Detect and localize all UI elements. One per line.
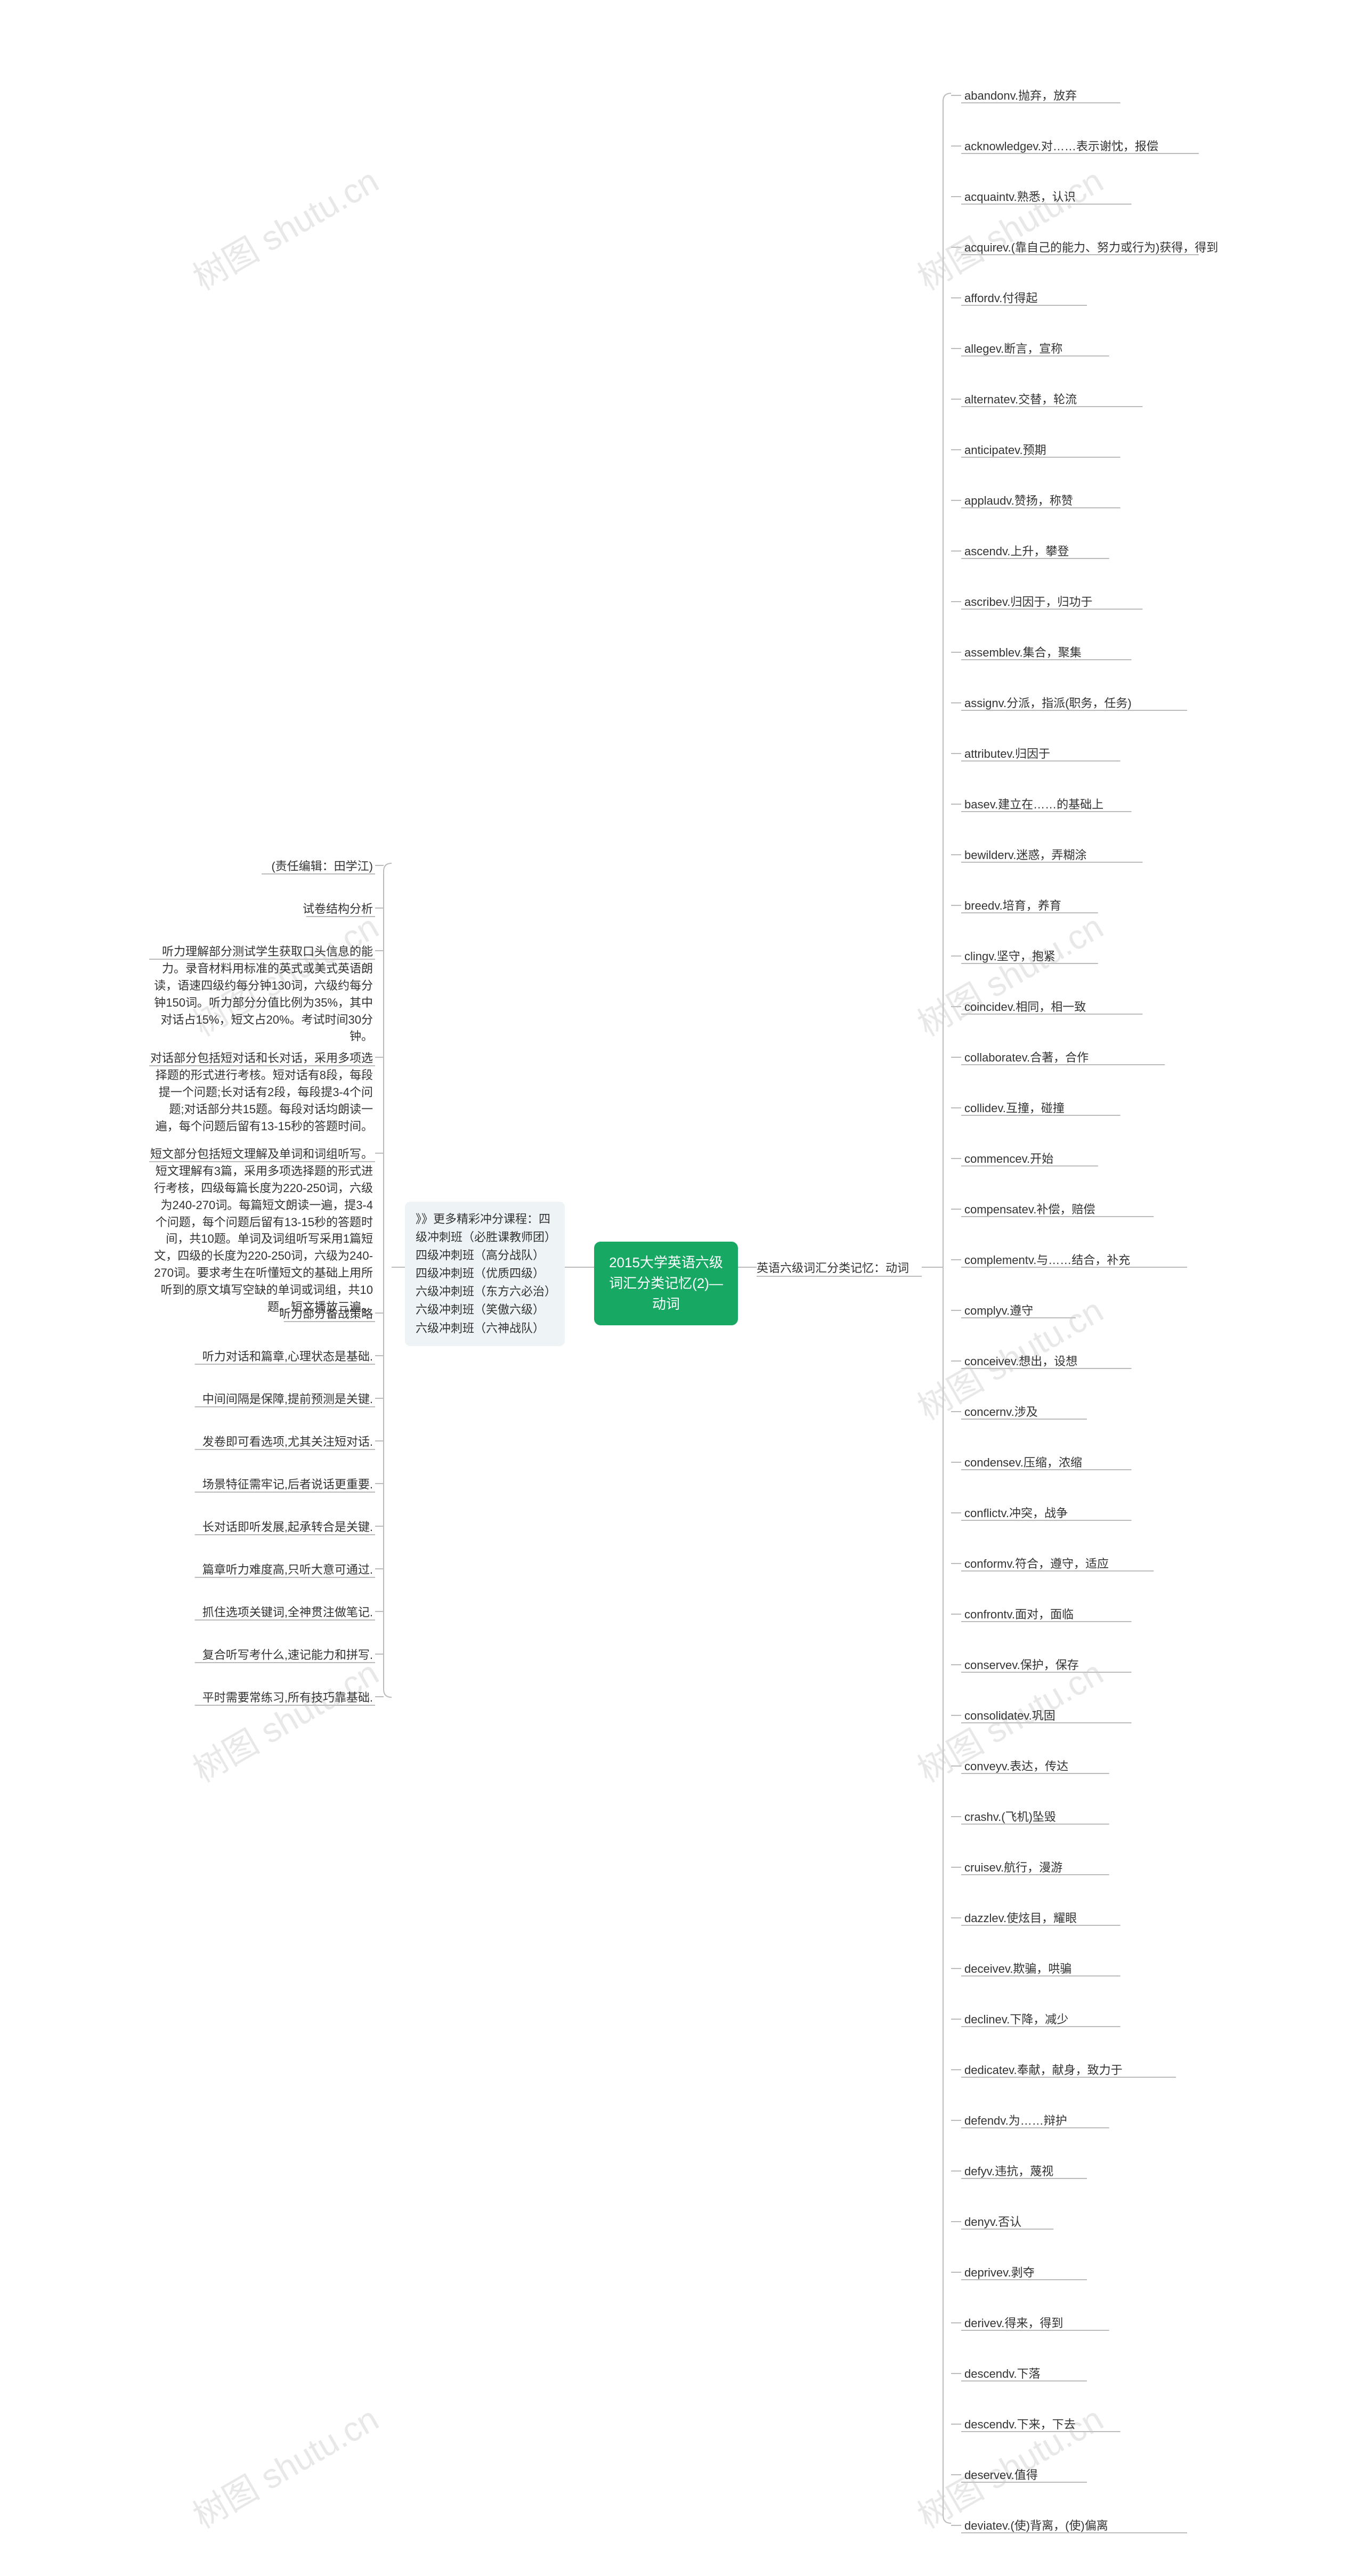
left-leaf: 抓住选项关键词,全神贯注做笔记. — [202, 1604, 373, 1621]
right-leaf: deceivev.欺骗，哄骗 — [964, 1961, 1071, 1978]
right-branch-label: 英语六级词汇分类记忆：动词 — [757, 1260, 909, 1277]
right-leaf: conservev.保护，保存 — [964, 1657, 1079, 1674]
mindmap-canvas: 树图 shutu.cn树图 shutu.cn树图 shutu.cn树图 shut… — [0, 0, 1364, 2576]
left-leaf: 试卷结构分析 — [303, 901, 373, 918]
left-leaf: 对话部分包括短对话和长对话，采用多项选择题的形式进行考核。短对话有8段，每段提一… — [149, 1050, 373, 1135]
right-leaf: assignv.分派，指派(职务，任务) — [964, 695, 1132, 712]
right-leaf: declinev.下降，减少 — [964, 2012, 1068, 2028]
right-leaf: conformv.符合，遵守，适应 — [964, 1556, 1109, 1573]
left-leaf: (责任编辑：田学江) — [271, 858, 373, 875]
left-leaf: 复合听写考什么,速记能力和拼写. — [202, 1647, 373, 1664]
right-leaf: deviatev.(使)背离，(使)偏离 — [964, 2518, 1108, 2534]
right-leaf: concernv.涉及 — [964, 1404, 1038, 1421]
right-leaf: deservev.值得 — [964, 2467, 1038, 2484]
left-leaf: 发卷即可看选项,尤其关注短对话. — [202, 1433, 373, 1451]
right-leaf: attributev.归因于 — [964, 746, 1050, 763]
right-leaf: commencev.开始 — [964, 1151, 1053, 1168]
right-leaf: conveyv.表达，传达 — [964, 1759, 1068, 1775]
left-sub-node: 》》更多精彩冲分课程：四级冲刺班（必胜课教师团）四级冲刺班（高分战队）四级冲刺班… — [405, 1202, 565, 1346]
center-node: 2015大学英语六级词汇分类记忆(2)—动词 — [594, 1242, 738, 1325]
right-leaf: collaboratev.合著，合作 — [964, 1050, 1089, 1066]
right-leaf: cruisev.航行，漫游 — [964, 1860, 1062, 1876]
right-leaf: condensev.压缩，浓缩 — [964, 1455, 1082, 1471]
right-leaf: derivev.得来，得到 — [964, 2315, 1063, 2332]
right-leaf: conceivev.想出，设想 — [964, 1354, 1077, 1370]
left-leaf: 篇章听力难度高,只听大意可通过. — [202, 1561, 373, 1578]
right-leaf: complementv.与……结合，补充 — [964, 1252, 1130, 1269]
left-leaf: 听力对话和篇章,心理状态是基础. — [202, 1348, 373, 1365]
right-leaf: alternatev.交替，轮流 — [964, 392, 1077, 408]
right-leaf: acquirev.(靠自己的能力、努力或行为)获得，得到 — [964, 240, 1218, 256]
left-leaf: 听力部分备战策略 — [279, 1306, 373, 1323]
right-leaf: denyv.否认 — [964, 2214, 1021, 2231]
right-leaf: assemblev.集合，聚集 — [964, 645, 1082, 661]
left-leaf: 平时需要常练习,所有技巧靠基础. — [202, 1689, 373, 1706]
left-leaf: 短文部分包括短文理解及单词和词组听写。短文理解有3篇，采用多项选择题的形式进行考… — [149, 1146, 373, 1316]
right-leaf: conflictv.冲突，战争 — [964, 1505, 1068, 1522]
right-leaf: ascendv.上升，攀登 — [964, 544, 1069, 560]
right-leaf: defyv.违抗，蔑视 — [964, 2164, 1053, 2180]
right-leaf: coincidev.相同，相一致 — [964, 999, 1086, 1016]
left-leaf: 场景特征需牢记,后者说话更重要. — [202, 1476, 373, 1493]
left-leaf: 中间间隔是保障,提前预测是关键. — [202, 1391, 373, 1408]
right-leaf: acquaintv.熟悉，认识 — [964, 189, 1076, 206]
right-leaf: crashv.(飞机)坠毁 — [964, 1809, 1056, 1826]
right-leaf: breedv.培育，养育 — [964, 898, 1061, 914]
left-leaf: 长对话即听发展,起承转合是关键. — [202, 1519, 373, 1536]
left-leaf: 听力理解部分测试学生获取口头信息的能力。录音材料用标准的英式或美式英语朗读，语速… — [149, 943, 373, 1045]
right-leaf: dedicatev.奉献，献身，致力于 — [964, 2062, 1123, 2079]
right-leaf: clingv.坚守，抱紧 — [964, 949, 1056, 965]
right-leaf: anticipatev.预期 — [964, 442, 1046, 459]
right-leaf: defendv.为……辩护 — [964, 2113, 1067, 2129]
right-leaf: basev.建立在……的基础上 — [964, 797, 1103, 813]
right-leaf: descendv.下来，下去 — [964, 2417, 1076, 2433]
right-leaf: confrontv.面对，面临 — [964, 1607, 1074, 1623]
right-leaf: descendv.下落 — [964, 2366, 1041, 2383]
right-leaf: bewilderv.迷惑，弄糊涂 — [964, 847, 1086, 864]
right-leaf: compensatev.补偿，赔偿 — [964, 1202, 1095, 1218]
right-leaf: abandonv.抛弃，放弃 — [964, 88, 1077, 104]
right-leaf: collidev.互撞，碰撞 — [964, 1100, 1065, 1117]
right-leaf: acknowledgev.对……表示谢忱，报偿 — [964, 139, 1158, 155]
right-leaf: ascribev.归因于，归功于 — [964, 594, 1092, 611]
right-leaf: allegev.断言，宣称 — [964, 341, 1062, 358]
right-leaf: complyv.遵守 — [964, 1303, 1033, 1319]
right-leaf: deprivev.剥夺 — [964, 2265, 1035, 2281]
right-leaf: affordv.付得起 — [964, 290, 1037, 307]
right-leaf: consolidatev.巩固 — [964, 1708, 1056, 1724]
right-leaf: dazzlev.使炫目，耀眼 — [964, 1910, 1077, 1927]
right-leaf: applaudv.赞扬，称赞 — [964, 493, 1073, 509]
